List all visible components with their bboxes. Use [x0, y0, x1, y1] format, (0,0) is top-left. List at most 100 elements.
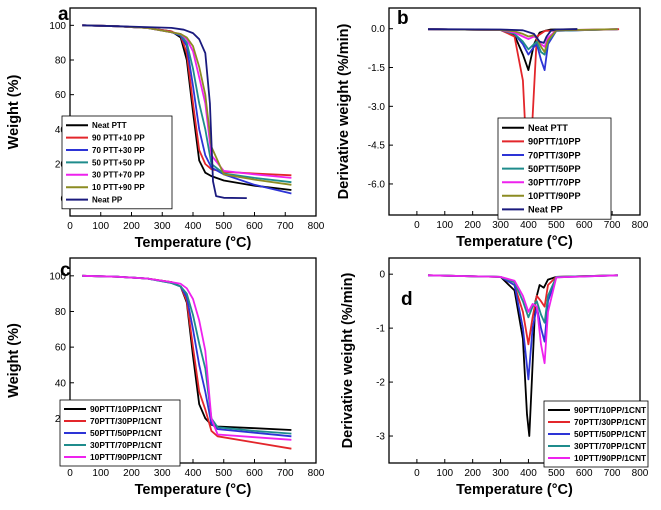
x-tick-label: 0	[67, 468, 73, 479]
series-line	[427, 274, 618, 381]
x-tick-label: 500	[215, 221, 232, 232]
y-tick-label: 80	[55, 56, 67, 67]
x-tick-label: 200	[123, 221, 140, 232]
x-tick-label: 800	[632, 468, 649, 479]
x-tick-label: 600	[246, 221, 263, 232]
x-tick-label: 400	[520, 220, 537, 231]
legend-label: 70PTT/30PP/1CNT	[574, 417, 647, 427]
panel-a: 0100200300400500600700800020406080100Tem…	[6, 4, 325, 251]
legend-label: 10PTT/90PP/1CNT	[574, 453, 647, 463]
x-tick-label: 600	[576, 220, 593, 231]
series-line	[82, 274, 292, 441]
legend-label: 70PTT/30PP	[528, 150, 581, 160]
x-tick-label: 0	[414, 220, 420, 231]
y-tick-label: 0	[379, 270, 385, 281]
x-axis-title: Temperature (°C)	[135, 482, 252, 498]
legend-label: 50PTT/50PP/1CNT	[574, 429, 647, 439]
legend-label: Neat PTT	[528, 123, 568, 133]
x-tick-label: 400	[520, 468, 537, 479]
x-tick-label: 300	[492, 220, 509, 231]
y-tick-label: 0.0	[371, 24, 385, 35]
series-line	[427, 28, 578, 71]
panel-label: d	[401, 289, 413, 310]
x-tick-label: 200	[123, 468, 140, 479]
y-tick-label: -4.5	[368, 141, 386, 152]
y-tick-label: -1	[376, 324, 385, 335]
x-tick-label: 800	[632, 220, 649, 231]
x-tick-label: 700	[277, 221, 294, 232]
legend-label: 50PTT/50PP/1CNT	[90, 428, 163, 438]
y-axis-title: Derivative weight (%/min)	[336, 24, 352, 200]
series-line	[427, 274, 618, 437]
x-tick-label: 600	[246, 468, 263, 479]
y-tick-label: 100	[49, 271, 66, 282]
x-tick-label: 500	[548, 468, 565, 479]
y-axis-title: Weight (%)	[6, 75, 22, 150]
y-tick-label: 80	[55, 307, 67, 318]
x-tick-label: 700	[604, 220, 621, 231]
legend-label: 90PTT/10PP/1CNT	[90, 404, 163, 414]
x-tick-label: 100	[436, 220, 453, 231]
x-tick-label: 300	[154, 221, 171, 232]
legend-label: 30PTT/70PP	[528, 178, 581, 188]
y-tick-label: 40	[55, 378, 67, 389]
series-line	[427, 28, 618, 71]
panel-label: c	[60, 260, 71, 281]
legend-label: Neat PTT	[92, 121, 127, 130]
legend-label: 50 PTT+50 PP	[92, 158, 145, 167]
x-tick-label: 500	[548, 220, 565, 231]
x-tick-label: 0	[67, 221, 73, 232]
legend-label: 10 PTT+90 PP	[92, 183, 145, 192]
x-tick-label: 200	[464, 468, 481, 479]
x-tick-label: 700	[277, 468, 294, 479]
legend-label: Neat PP	[92, 195, 123, 204]
series-group	[82, 24, 292, 199]
panel-label: a	[58, 4, 69, 25]
legend-label: 70PTT/30PP/1CNT	[90, 416, 163, 426]
x-tick-label: 400	[185, 221, 202, 232]
series-line	[427, 274, 618, 324]
y-tick-label: 60	[55, 90, 67, 101]
legend-label: 30PTT/70PP/1CNT	[574, 441, 647, 451]
y-tick-label: -3.0	[368, 102, 386, 113]
x-tick-label: 300	[154, 468, 171, 479]
x-tick-label: 100	[92, 221, 109, 232]
x-tick-label: 600	[576, 468, 593, 479]
legend-label: 10PTT/90PP/1CNT	[90, 452, 163, 462]
x-tick-label: 0	[414, 468, 420, 479]
y-tick-label: 40	[55, 125, 67, 136]
y-tick-label: -2	[376, 378, 385, 389]
x-tick-label: 700	[604, 468, 621, 479]
series-group	[82, 274, 292, 450]
x-tick-label: 300	[492, 468, 509, 479]
legend-label: 30 PTT+70 PP	[92, 171, 145, 180]
y-tick-label: 100	[49, 21, 66, 32]
x-tick-label: 400	[185, 468, 202, 479]
x-tick-label: 200	[464, 220, 481, 231]
panel-b: 0 100 200 300 400 500 600 700 800 0.0 -1.5 -3.0 -4.5…	[336, 7, 649, 250]
y-tick-label: 60	[55, 343, 67, 354]
x-tick-label: 800	[308, 468, 325, 479]
legend-label: 90 PTT+10 PP	[92, 133, 145, 142]
y-tick-label: 20	[55, 160, 67, 171]
x-tick-label: 100	[436, 468, 453, 479]
x-tick-label: 800	[308, 221, 325, 232]
panel-c: 0100200300400500600700800020406080100Tem…	[6, 257, 325, 498]
legend-label: 70 PTT+30 PP	[92, 146, 145, 155]
panel-d: 0 100 200 300 400 500 600 700 800 0 -1 -2 -3 Temperat…	[340, 257, 649, 498]
legend-label: 30PTT/70PP/1CNT	[90, 440, 163, 450]
series-line	[427, 28, 578, 44]
x-axis-title: Temperature (°C)	[456, 234, 573, 250]
axes-frame	[388, 257, 641, 464]
series-line	[427, 274, 618, 365]
series-line	[82, 24, 247, 199]
legend-label: 90PTT/10PP/1CNT	[574, 405, 647, 415]
x-axis-title: Temperature (°C)	[456, 482, 573, 498]
legend-label: 50PTT/50PP	[528, 164, 581, 174]
legend-label: Neat PP	[528, 205, 563, 215]
panel-label: b	[397, 8, 409, 29]
y-tick-label: -3	[376, 432, 385, 443]
x-tick-label: 100	[92, 468, 109, 479]
x-axis-title: Temperature (°C)	[135, 235, 252, 251]
